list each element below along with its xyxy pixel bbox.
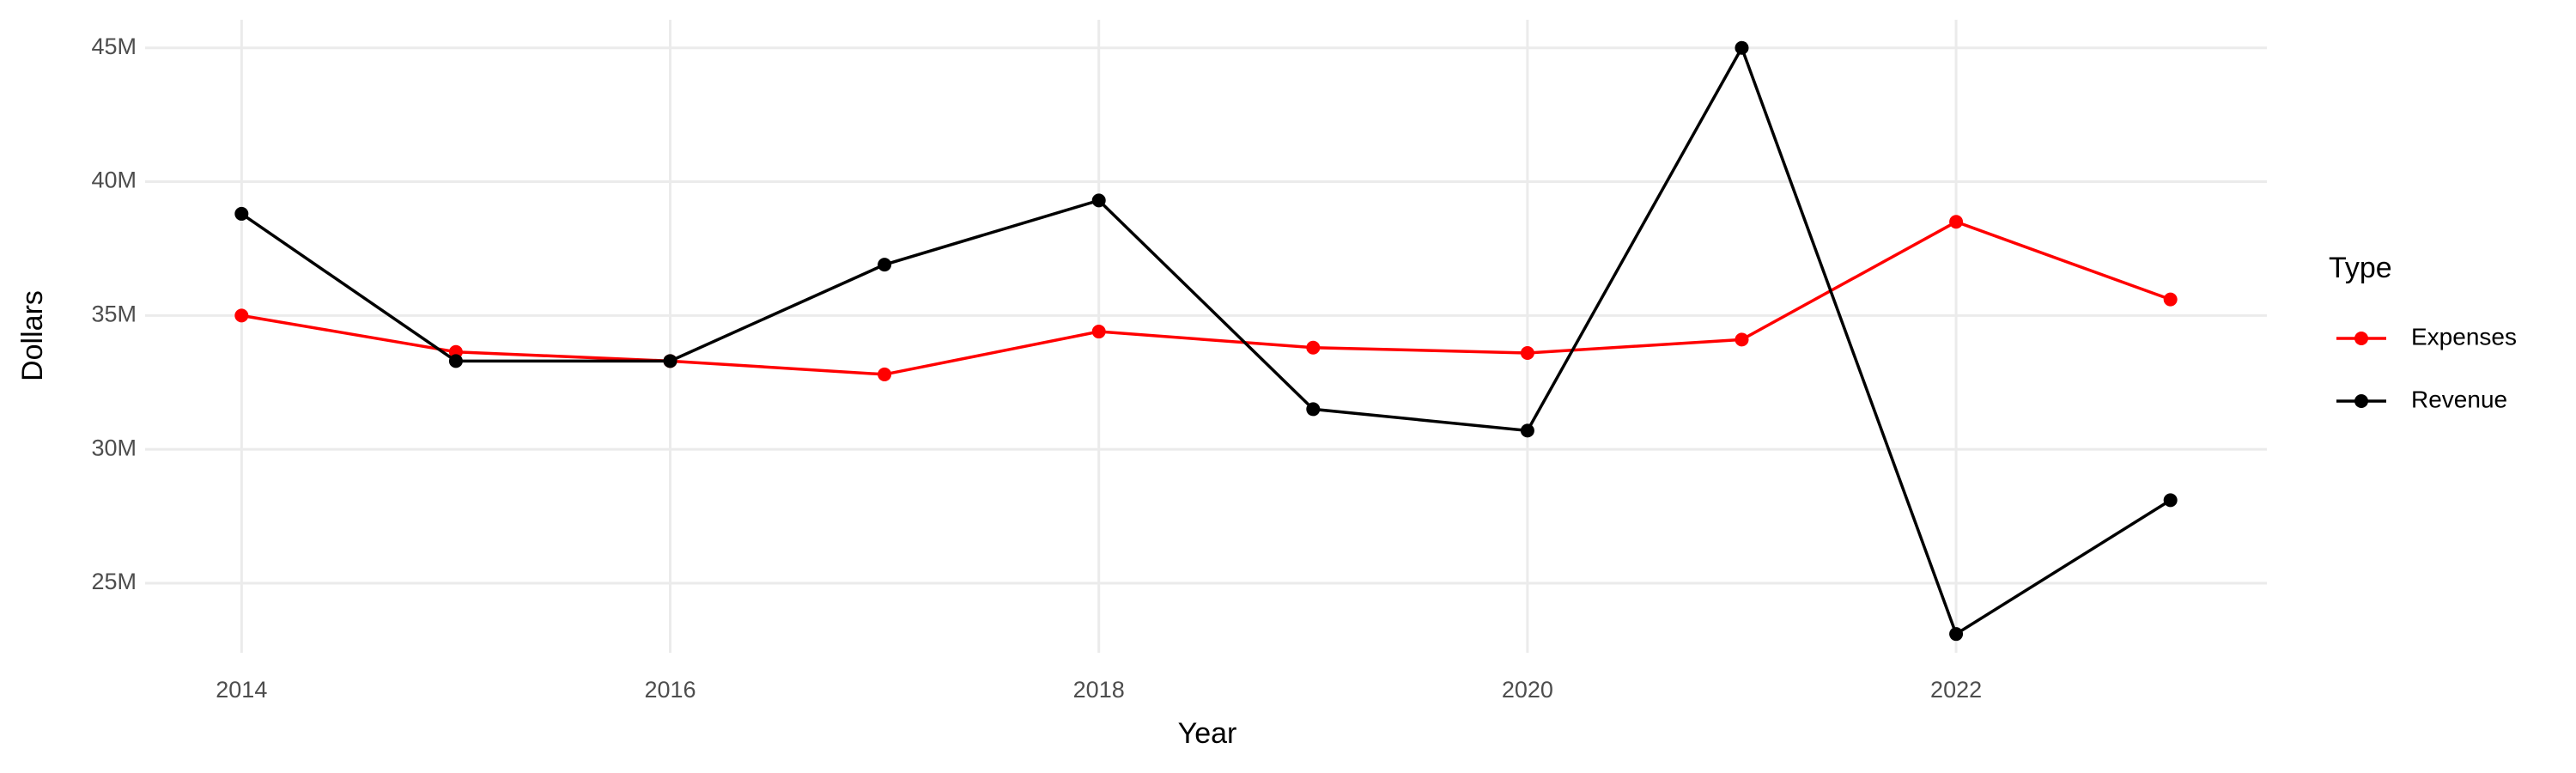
y-tick-label: 35M (91, 301, 137, 326)
y-tick-label: 45M (91, 33, 137, 59)
data-point (1735, 40, 1749, 55)
series-line (241, 220, 2172, 376)
x-tick-label: 2020 (1502, 677, 1553, 703)
legend-marker (2354, 394, 2368, 408)
data-point (234, 206, 249, 221)
data-point (448, 354, 463, 368)
data-point (1949, 215, 1964, 229)
data-point (1735, 332, 1749, 347)
data-point (1306, 340, 1321, 355)
x-tick-label: 2018 (1073, 677, 1125, 703)
y-axis-title: Dollars (16, 290, 49, 381)
data-point (878, 258, 892, 272)
y-tick-label: 40M (91, 167, 137, 193)
data-point (1520, 345, 1534, 360)
legend-title: Type (2329, 252, 2392, 284)
legend-marker (2354, 332, 2368, 345)
x-axis-title: Year (1178, 717, 1237, 750)
data-point (1949, 627, 1964, 642)
data-point (2163, 493, 2178, 508)
series-line (240, 44, 2172, 636)
data-point (1091, 193, 1106, 208)
data-point (1520, 423, 1534, 438)
data-point (1306, 402, 1321, 417)
legend-label: Expenses (2411, 323, 2517, 350)
x-tick-label: 2016 (644, 677, 696, 703)
data-point (2163, 292, 2178, 307)
x-tick-label: 2022 (1930, 677, 1982, 703)
data-point (663, 354, 677, 368)
legend-label: Revenue (2411, 386, 2507, 412)
data-point (878, 367, 892, 381)
y-tick-label: 25M (91, 569, 137, 594)
x-tick-label: 2014 (216, 677, 267, 703)
data-point (1091, 325, 1106, 339)
y-tick-label: 30M (91, 435, 137, 460)
data-point (234, 308, 249, 323)
